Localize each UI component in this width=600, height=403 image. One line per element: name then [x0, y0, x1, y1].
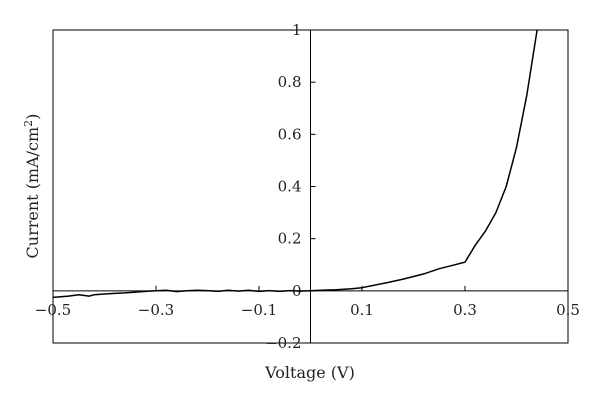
data-point [104, 293, 106, 295]
ticks-layer: −0.5 −0.3 −0.1 0.1 0.3 0.5−0.200.20.40.60.81 [35, 21, 580, 352]
data-point [207, 290, 209, 292]
data-point [454, 264, 456, 266]
data-point [387, 282, 389, 284]
y-tick-label: 0.6 [278, 125, 302, 143]
data-point [186, 290, 188, 292]
data-point [269, 290, 271, 292]
x-tick-label: −0.3 [138, 301, 174, 319]
data-point [423, 273, 425, 275]
data-point [320, 290, 322, 292]
y-axis-title-main: Current (mA/cm [23, 127, 42, 259]
data-point [505, 186, 507, 188]
y-axis-title-close: ) [23, 114, 42, 120]
data-point [52, 297, 54, 299]
data-point [93, 294, 95, 296]
x-tick-label: −0.1 [241, 301, 277, 319]
data-point [238, 290, 240, 292]
data-point [114, 293, 116, 295]
data-point [439, 268, 441, 270]
y-tick-label: 0.8 [278, 73, 302, 91]
data-point [310, 290, 312, 292]
data-point [299, 290, 301, 292]
data-point [361, 287, 363, 289]
x-tick-label: −0.5 [35, 301, 71, 319]
data-point [372, 285, 374, 287]
x-axis-title: Voltage (V) [264, 363, 355, 382]
y-axis-title-superscript: 2 [22, 120, 35, 127]
data-point [78, 294, 80, 296]
data-point [145, 291, 147, 293]
data-point [464, 261, 466, 263]
y-tick-label: 1 [292, 21, 302, 39]
data-point [336, 289, 338, 291]
y-tick-label: 0.2 [278, 230, 302, 248]
x-tick-label: 0.3 [453, 301, 477, 319]
data-point [258, 291, 260, 293]
data-point [248, 290, 250, 292]
data-point [217, 291, 219, 293]
data-point [176, 291, 178, 293]
data-point [526, 94, 528, 96]
data-point [155, 290, 157, 292]
data-point [196, 290, 198, 292]
data-point [68, 295, 70, 297]
y-tick-label: 0.4 [278, 178, 302, 196]
data-point [402, 278, 404, 280]
y-axis-title: Current (mA/cm2) [22, 114, 42, 259]
x-tick-label: 0.5 [556, 301, 580, 319]
data-point [166, 290, 168, 292]
series-layer [52, 29, 538, 299]
data-point [485, 230, 487, 232]
data-point [88, 295, 90, 297]
data-point [351, 288, 353, 290]
data-point [135, 291, 137, 293]
data-point [413, 276, 415, 278]
data-point [124, 292, 126, 294]
data-point [536, 29, 538, 31]
data-point [475, 244, 477, 246]
series-line [52, 29, 538, 299]
x-tick-label: 0.1 [350, 301, 374, 319]
data-point [495, 212, 497, 214]
data-point [289, 290, 291, 292]
data-point [227, 290, 229, 292]
y-tick-label: −0.2 [265, 334, 301, 352]
data-point [516, 147, 518, 149]
data-point [279, 291, 281, 293]
